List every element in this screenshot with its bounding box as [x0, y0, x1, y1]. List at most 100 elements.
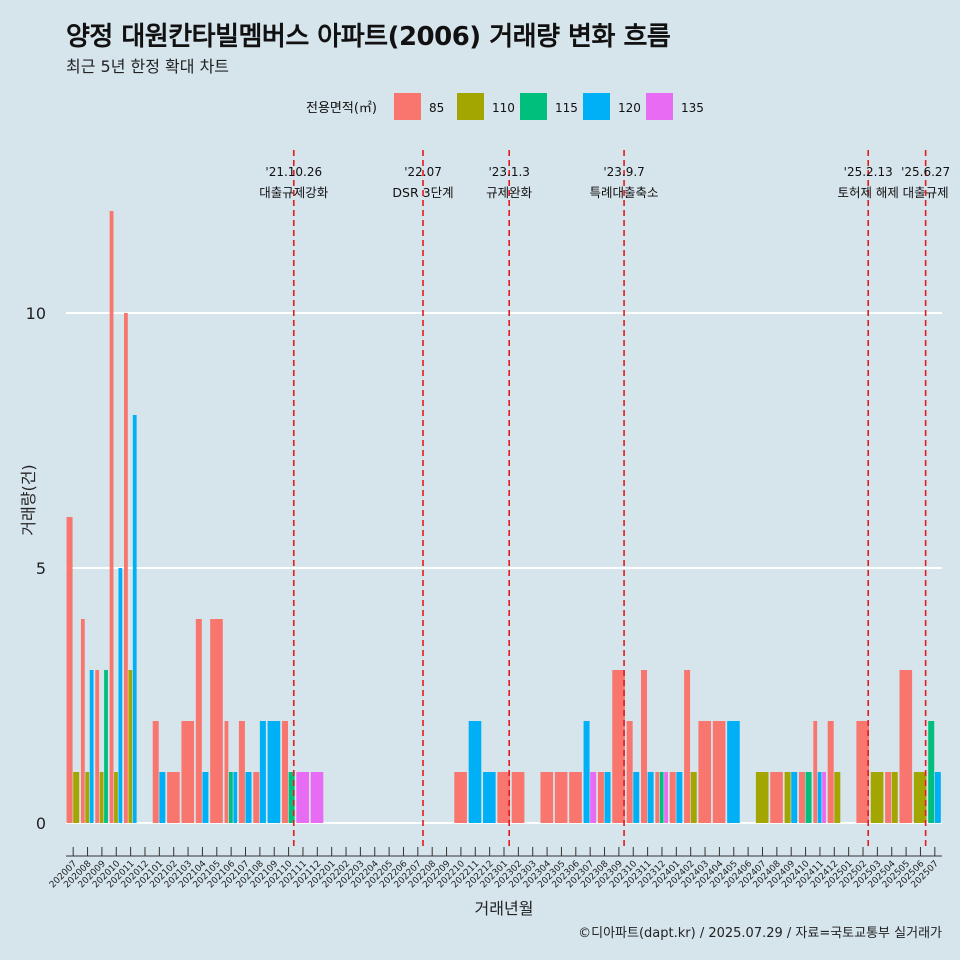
- event-date: '22.07: [404, 165, 442, 179]
- bar-202502-85: [856, 721, 870, 823]
- source-caption: ©디아파트(dapt.kr) / 2025.07.29 / 자료=국토교통부 실…: [578, 926, 942, 941]
- event-label: 특례대출축소: [590, 185, 659, 200]
- bar-202011-120: [132, 415, 137, 823]
- bar-202409-110: [784, 772, 791, 823]
- bar-202410-85: [798, 772, 805, 823]
- axes: 0510202007202008202009202010202011202012…: [19, 304, 942, 918]
- bar-202304-85: [540, 772, 554, 823]
- bar-202311-85: [641, 670, 648, 823]
- bar-202402-85: [684, 670, 691, 823]
- legend-title: 전용면적(㎡): [306, 101, 377, 116]
- bar-202104-120: [202, 772, 209, 823]
- bar-202109-120: [267, 721, 281, 823]
- bar-202311-120: [647, 772, 654, 823]
- bar-202401-85: [669, 772, 676, 823]
- bar-202111-135: [296, 772, 309, 823]
- bar-202308-85: [597, 772, 604, 823]
- bar-202310-85: [626, 721, 633, 823]
- y-tick-label: 10: [26, 304, 46, 323]
- bar-202507-120: [934, 772, 941, 823]
- bar-202108-85: [253, 772, 260, 823]
- bar-202411-120: [817, 772, 822, 823]
- bar-202101-120: [159, 772, 166, 823]
- bar-202401-120: [676, 772, 683, 823]
- bar-202007-110: [73, 772, 80, 823]
- bar-202410-115: [805, 772, 812, 823]
- bar-202104-85: [195, 619, 202, 823]
- chart-title: 양정 대원칸타빌멤버스 아파트(2006) 거래량 변화 흐름: [66, 22, 671, 52]
- bar-202504-110: [891, 772, 898, 823]
- bar-202411-135: [822, 772, 826, 823]
- bars: [66, 211, 941, 823]
- bar-202102-85: [167, 772, 180, 823]
- bar-202307-135: [590, 772, 597, 823]
- bar-202108-120: [259, 721, 266, 823]
- bar-202008-110: [85, 772, 90, 823]
- bar-202008-85: [80, 619, 85, 823]
- bar-202010-120: [118, 568, 123, 823]
- bar-202310-120: [633, 772, 640, 823]
- bar-202212-120: [483, 772, 496, 823]
- bar-202402-110: [690, 772, 697, 823]
- legend-key-120: [583, 93, 610, 120]
- bar-202106-120: [233, 772, 238, 823]
- bar-202507-115: [928, 721, 935, 823]
- event-label: 규제완화: [486, 185, 533, 200]
- y-tick-label: 0: [36, 814, 46, 833]
- event-lines: '21.10.26 대출규제강화 '22.07 DSR 3단계 '23.1.3 규제완화 '…: [259, 150, 950, 850]
- legend-label-115: 115: [555, 101, 578, 115]
- event-label: 대출규제: [903, 185, 949, 200]
- bar-202010-85: [109, 211, 114, 823]
- legend-label-110: 110: [492, 101, 515, 115]
- legend-key-135: [646, 93, 673, 120]
- bar-202312-115: [659, 772, 664, 823]
- event-date: '25.6.27: [901, 165, 950, 179]
- bar-202301-85: [497, 772, 511, 823]
- y-axis-title: 거래량(건): [19, 464, 38, 535]
- bar-202312-135: [664, 772, 668, 823]
- bar-202308-120: [604, 772, 611, 823]
- bar-202101-85: [152, 721, 159, 823]
- bar-202403-85: [698, 721, 712, 823]
- bar-202503-110: [870, 772, 884, 823]
- bar-202009-85: [95, 670, 100, 823]
- bar-202009-115: [104, 670, 108, 823]
- bar-202103-85: [181, 721, 195, 823]
- bar-202007-85: [66, 517, 73, 823]
- bar-202302-85: [511, 772, 525, 823]
- bar-202210-85: [454, 772, 467, 823]
- event-date: '23.1.3: [488, 165, 529, 179]
- bar-202105-85: [210, 619, 223, 823]
- legend-label-120: 120: [618, 101, 641, 115]
- legend-label-85: 85: [429, 101, 444, 115]
- bar-202407-110: [755, 772, 769, 823]
- event-label: 대출규제강화: [259, 185, 329, 200]
- bar-202011-85: [124, 313, 128, 823]
- bar-202409-120: [791, 772, 798, 823]
- event-date: '21.10.26: [265, 165, 322, 179]
- bar-202306-85: [569, 772, 582, 823]
- bar-202106-115: [228, 772, 233, 823]
- bar-202211-120: [468, 721, 482, 823]
- bar-202305-85: [554, 772, 568, 823]
- chart-subtitle: 최근 5년 한정 확대 차트: [66, 57, 230, 76]
- bar-202011-110: [128, 670, 133, 823]
- event-date: '25.2.13: [844, 165, 893, 179]
- legend-key-85: [394, 93, 421, 120]
- y-tick-label: 5: [36, 559, 46, 578]
- bar-202505-85: [899, 670, 913, 823]
- bar-202504-85: [885, 772, 892, 823]
- bar-202312-85: [655, 772, 660, 823]
- legend-label-135: 135: [681, 101, 704, 115]
- legend-key-110: [457, 93, 484, 120]
- bar-202008-120: [89, 670, 94, 823]
- bar-202412-110: [834, 772, 841, 823]
- x-axis-title: 거래년월: [475, 899, 534, 918]
- bar-202110-115: [288, 772, 295, 823]
- event-label: DSR 3단계: [392, 185, 453, 200]
- bar-202309-85: [612, 670, 625, 823]
- legend: 전용면적(㎡) 85 110 115 120 135: [306, 93, 704, 120]
- event-label: 토허제 해제: [837, 185, 898, 200]
- bar-202110-85: [281, 721, 288, 823]
